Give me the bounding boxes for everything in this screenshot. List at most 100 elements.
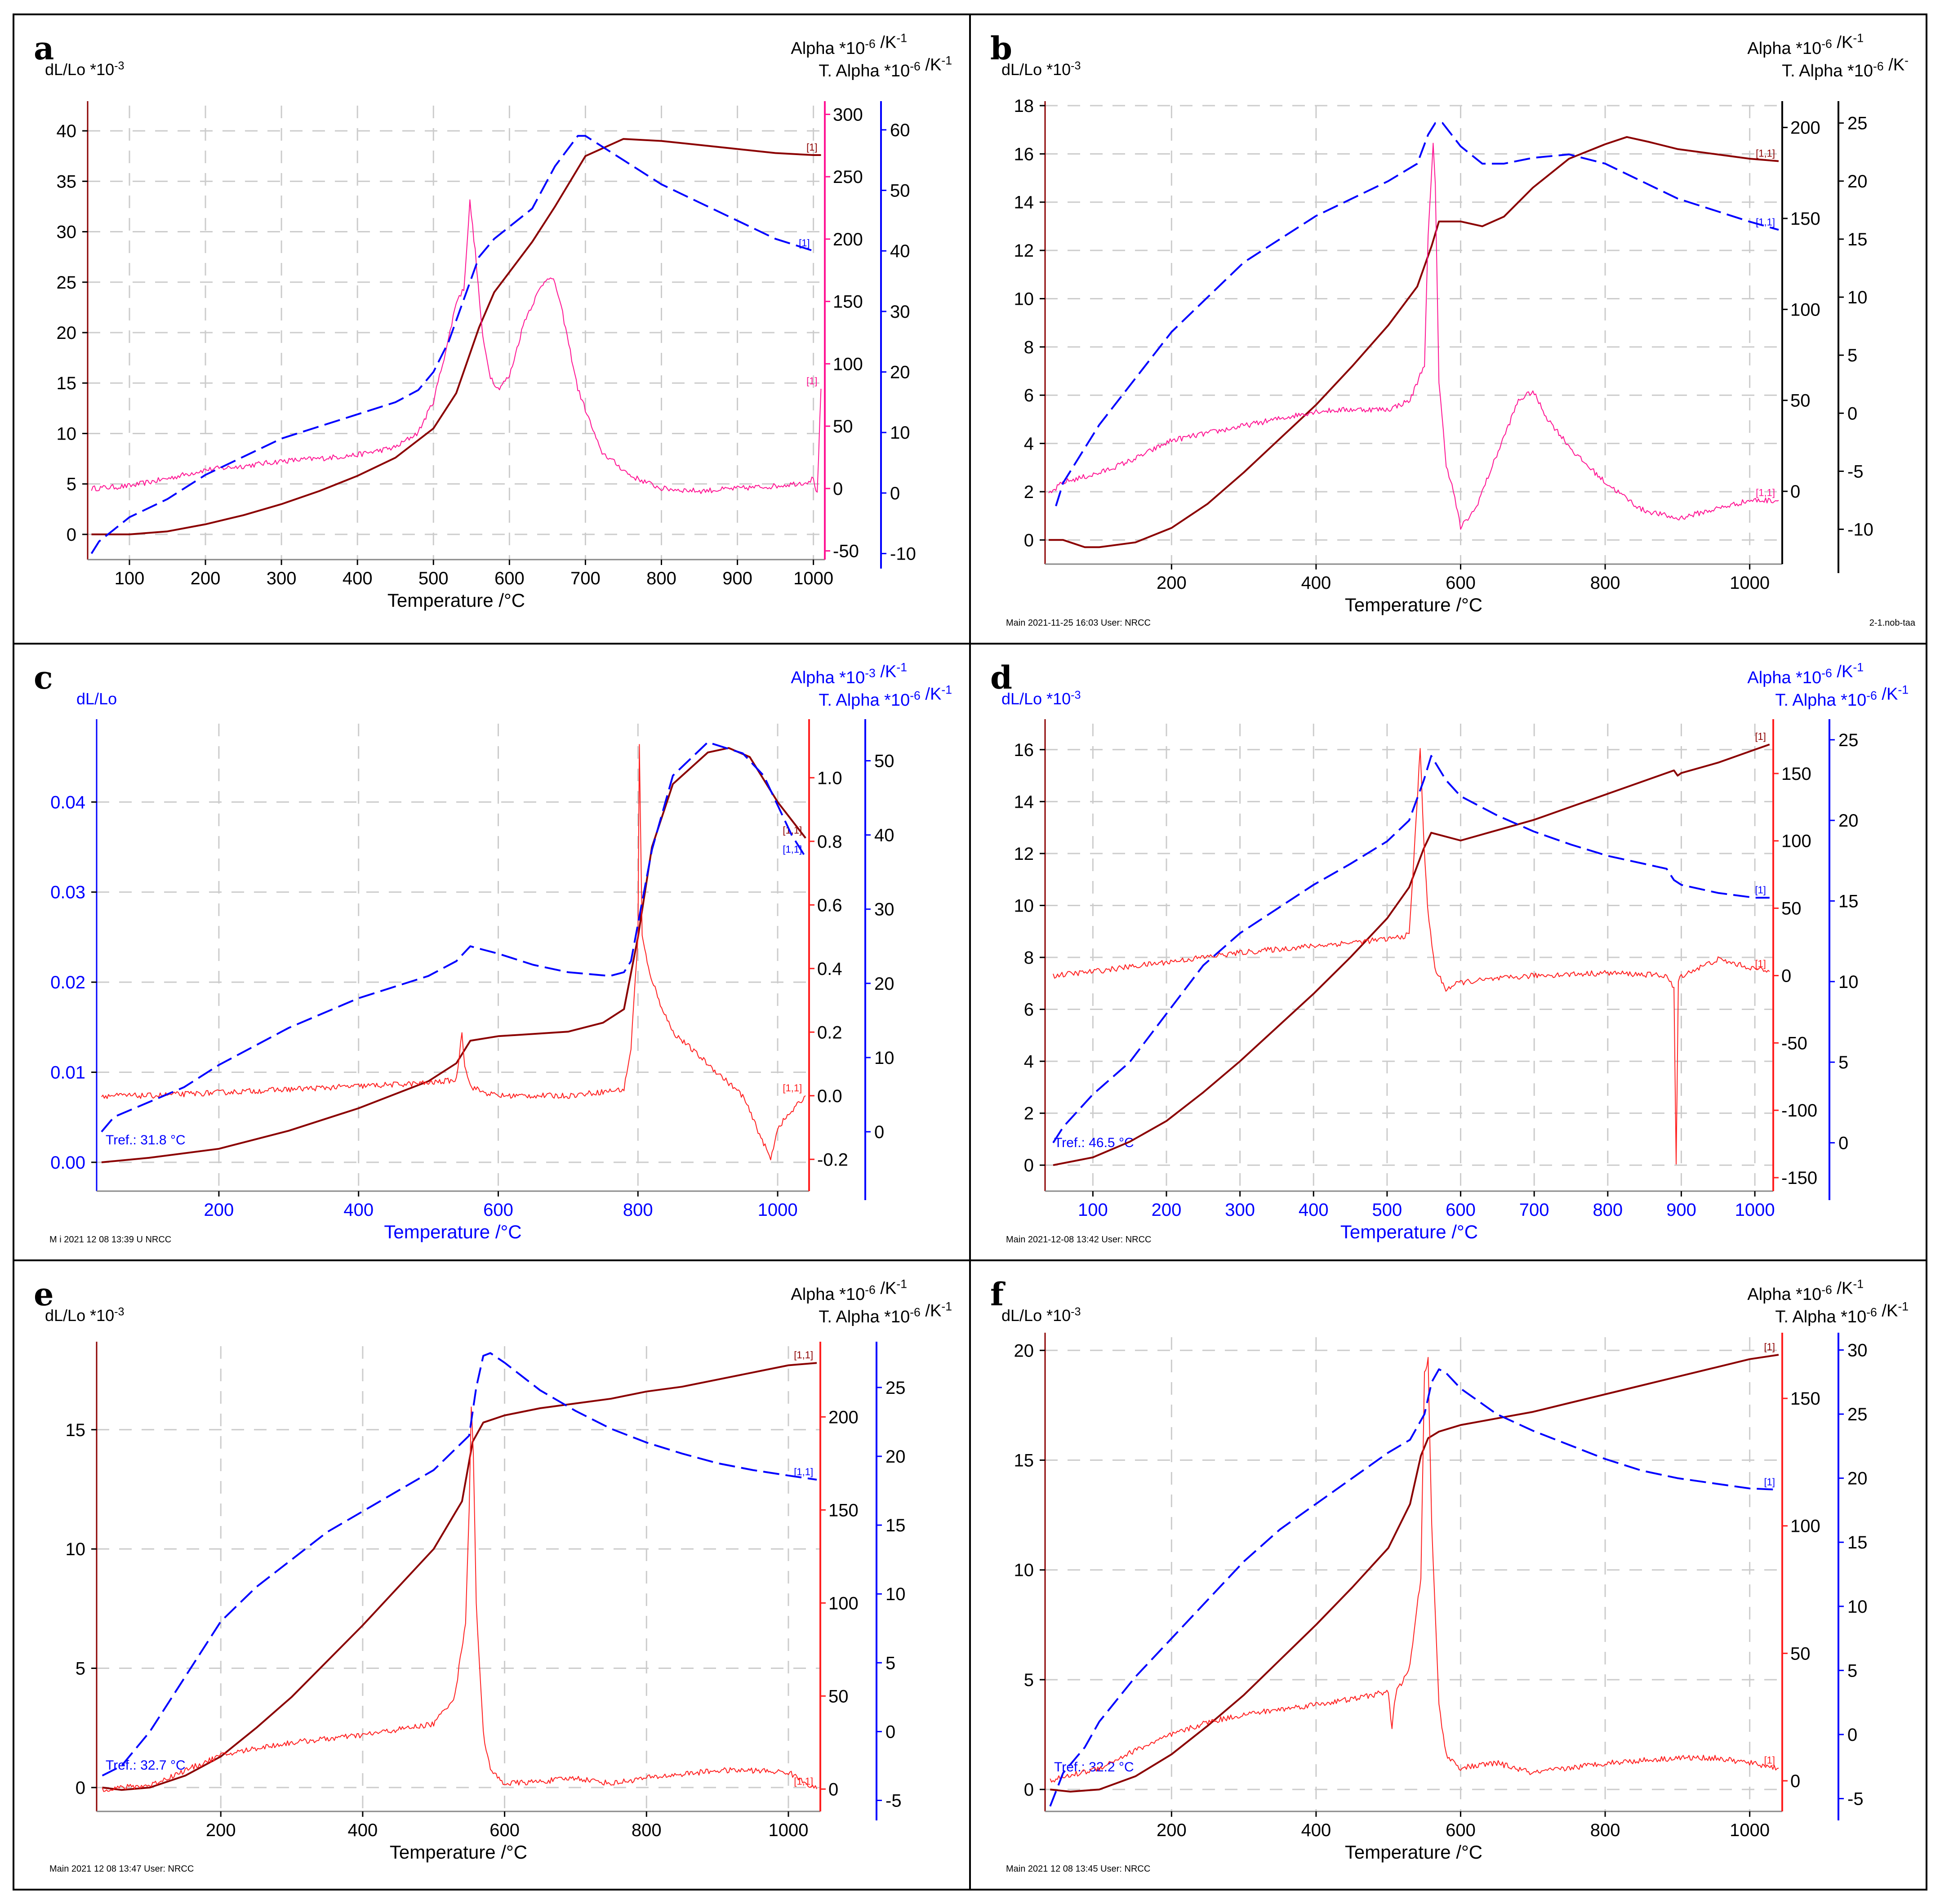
y-tick-label-right: -10 <box>1847 520 1873 540</box>
y-tick-label-right: 0 <box>874 1122 884 1142</box>
y-tick-label-mid: 150 <box>833 292 863 312</box>
series-line-left <box>1050 1354 1779 1793</box>
series-end-label: [1] <box>806 142 817 153</box>
series-line-mid <box>1048 142 1779 530</box>
y-tick-label-right: 5 <box>1847 1661 1857 1681</box>
footer-text: Main 2021-11-25 16:03 User: NRCC <box>1006 618 1151 628</box>
panel-letter: b <box>990 30 1012 67</box>
x-tick-label: 900 <box>722 569 752 588</box>
series-line-mid <box>1050 1357 1779 1783</box>
y-axis-title-left: dL/Lo *10-3 <box>45 1305 125 1325</box>
y-tick-label-mid: 50 <box>833 417 853 436</box>
y-tick-label-mid: -50 <box>1781 1033 1807 1053</box>
y-axis-title-mid: Alpha *10-6 /K-1 <box>791 31 907 58</box>
x-tick-label: 800 <box>646 569 676 588</box>
y-tick-label-mid: 1.0 <box>817 768 842 788</box>
y-axis-title-mid: Alpha *10-3 /K-1 <box>791 660 907 687</box>
y-tick-label-left: 16 <box>1014 740 1034 760</box>
y-tick-label-left: 15 <box>57 374 77 393</box>
x-tick-label: 1000 <box>1730 573 1770 593</box>
y-tick-label-right: 10 <box>890 423 910 443</box>
y-tick-label-mid: 0.6 <box>817 895 842 915</box>
series-end-label: [1,1] <box>794 1466 813 1477</box>
series-line-right <box>102 1352 817 1777</box>
y-tick-label-left: 0.01 <box>50 1063 85 1082</box>
y-tick-label-left: 14 <box>1014 792 1034 812</box>
series-end-label: [1] <box>1755 884 1766 895</box>
y-tick-label-left: 10 <box>1014 289 1034 309</box>
y-axis-title-mid: Alpha *10-6 /K-1 <box>1747 1277 1864 1304</box>
x-tick-label: 800 <box>1593 1200 1623 1220</box>
y-tick-label-mid: 100 <box>833 354 863 374</box>
series-end-label: [1,1] <box>1756 147 1775 159</box>
series-line-left <box>101 747 806 1163</box>
y-tick-label-mid: 0.8 <box>817 832 842 852</box>
series-line-mid <box>101 744 806 1161</box>
series-line-mid <box>102 1406 818 1792</box>
y-tick-label-left: 8 <box>1024 338 1034 357</box>
y-tick-label-right: 30 <box>1847 1341 1868 1361</box>
y-tick-label-left: 2 <box>1024 482 1034 502</box>
y-tick-label-mid: 50 <box>828 1686 849 1706</box>
footer-text: Main 2021-12-08 13:42 User: NRCC <box>1006 1235 1152 1245</box>
series-end-label: [1] <box>799 237 810 249</box>
x-tick-label: 1000 <box>1735 1200 1775 1220</box>
series-line-mid <box>1053 748 1770 1165</box>
grid <box>1045 724 1773 1191</box>
y-axis-title-right: T. Alpha *10-6 /K- <box>1782 53 1909 80</box>
x-axis-title: Temperature /°C <box>384 1221 521 1242</box>
x-tick-label: 400 <box>343 1200 374 1220</box>
footer-right-text: 2-1.nob-taa <box>1869 618 1916 628</box>
y-tick-label-right: 40 <box>874 826 894 845</box>
series-end-label: [1,1] <box>794 1775 813 1787</box>
x-tick-label: 300 <box>267 569 297 588</box>
y-tick-label-right: 20 <box>874 974 894 994</box>
x-tick-label: 1000 <box>768 1820 808 1840</box>
y-tick-label-left: 15 <box>1014 1451 1034 1471</box>
y-tick-label-right: 0 <box>885 1722 895 1742</box>
y-tick-label-left: 0 <box>76 1778 85 1798</box>
footer-text: Main 2021 12 08 13:45 User: NRCC <box>1006 1864 1150 1874</box>
y-tick-label-left: 8 <box>1024 948 1034 968</box>
y-tick-label-left: 10 <box>66 1539 86 1559</box>
tref-label: Tref.: 31.8 °C <box>106 1133 186 1148</box>
y-axis-title-right: T. Alpha *10-6 /K-1 <box>819 683 952 710</box>
y-tick-label-right: 20 <box>1847 1469 1868 1489</box>
x-tick-label: 600 <box>494 569 525 588</box>
y-tick-label-mid: 150 <box>828 1500 859 1520</box>
y-tick-label-right: -5 <box>1847 462 1864 481</box>
y-tick-label-right: 40 <box>890 241 910 261</box>
tref-label: Tref.: 32.7 °C <box>106 1758 186 1773</box>
x-tick-label: 600 <box>489 1820 520 1840</box>
series-line-right <box>1055 122 1779 507</box>
y-tick-label-left: 12 <box>1014 844 1034 864</box>
y-tick-label-right: 15 <box>885 1516 906 1535</box>
y-tick-label-left: 40 <box>57 121 77 141</box>
y-axis-title-mid: Alpha *10-6 /K-1 <box>791 1277 907 1304</box>
y-tick-label-right: 25 <box>1838 730 1859 750</box>
y-tick-label-mid: -50 <box>833 542 859 561</box>
y-tick-label-mid: 0 <box>1790 1771 1800 1791</box>
y-tick-label-left: 18 <box>1014 96 1034 116</box>
y-axis-title-left: dL/Lo *10-3 <box>1001 59 1081 79</box>
y-axis-title-mid: Alpha *10-6 /K-1 <box>1747 660 1864 687</box>
y-tick-label-left: 4 <box>1024 434 1034 454</box>
panel-letter: e <box>34 1276 54 1313</box>
series-end-label: [1] <box>1755 731 1766 742</box>
y-tick-label-right: -5 <box>885 1791 902 1811</box>
x-tick-label: 300 <box>1225 1200 1255 1220</box>
y-tick-label-left: 4 <box>1024 1052 1034 1072</box>
y-axis-title-left: dL/Lo <box>76 690 117 708</box>
series-end-label: [1,1] <box>1756 216 1775 227</box>
y-tick-label-mid: 0.0 <box>817 1086 842 1106</box>
series-end-label: [1] <box>1764 1341 1775 1352</box>
y-tick-label-mid: 300 <box>833 105 863 125</box>
series-line-right <box>90 135 814 554</box>
y-tick-label-mid: 200 <box>833 230 863 249</box>
series-line-mid <box>91 199 822 494</box>
y-tick-label-left: 0 <box>67 525 76 545</box>
y-tick-label-left: 0.00 <box>50 1153 85 1173</box>
y-tick-label-right: 15 <box>1847 1533 1868 1553</box>
tref-label: Tref.: 32.2 °C <box>1054 1760 1134 1775</box>
series-end-label: [1,1] <box>783 1082 802 1094</box>
